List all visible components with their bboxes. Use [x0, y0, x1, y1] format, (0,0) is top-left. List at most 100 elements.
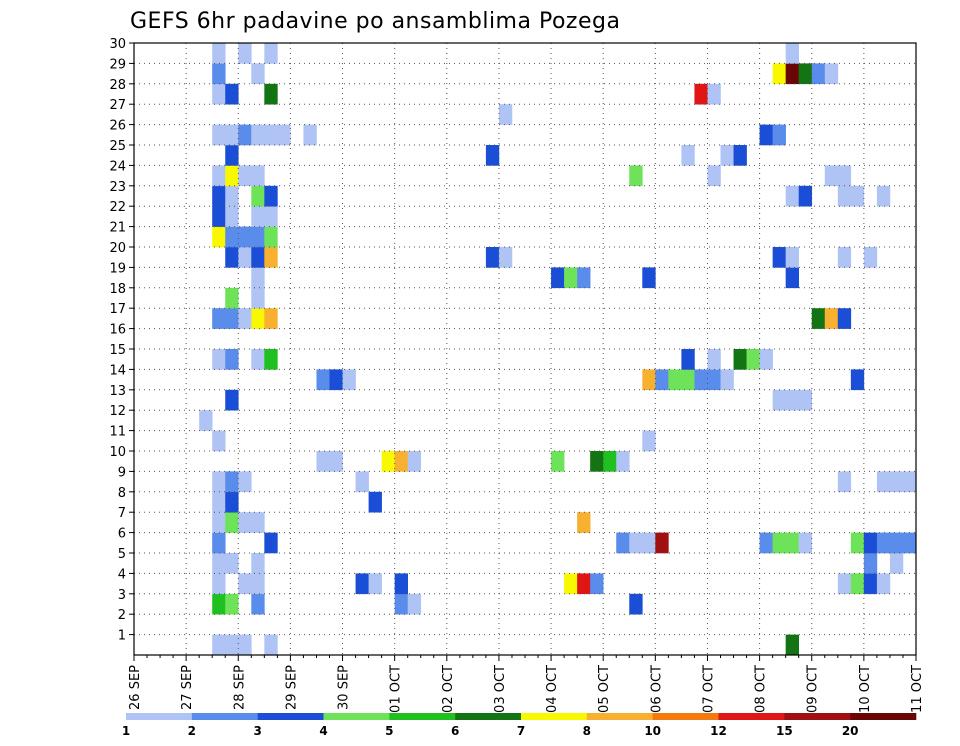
x-tick-label: 30 SEP: [337, 665, 352, 710]
heatmap-cell: [863, 573, 878, 595]
heatmap-cell: [577, 267, 591, 289]
y-tick-label: 15: [109, 343, 126, 358]
heatmap-cell: [850, 573, 865, 595]
heatmap-cell: [863, 247, 878, 268]
heatmap-cell: [225, 287, 239, 309]
heatmap-cell: [629, 593, 643, 615]
heatmap-cell: [707, 165, 721, 187]
heatmap-cell: [603, 451, 617, 472]
heatmap-cell: [225, 308, 239, 329]
heatmap-cell: [785, 43, 799, 64]
y-tick-label: 9: [118, 465, 126, 480]
heatmap-cell: [394, 451, 408, 472]
heatmap-cell: [733, 145, 747, 166]
heatmap-cell: [498, 104, 513, 125]
legend-label: 6: [451, 724, 459, 738]
heatmap-cell: [863, 553, 878, 574]
y-tick-label: 8: [118, 486, 126, 501]
x-tick-label: 04 OCT: [545, 665, 560, 713]
legend-label: 20: [842, 724, 859, 738]
legend-swatch: [389, 713, 456, 720]
heatmap-cell: [225, 83, 239, 105]
heatmap-cell: [876, 471, 891, 493]
y-tick-label: 10: [109, 445, 126, 460]
heatmap-cell: [212, 124, 226, 146]
heatmap-cell: [264, 226, 278, 248]
heatmap-cell: [850, 532, 865, 554]
heatmap-cell: [225, 349, 239, 370]
heatmap-cell: [850, 185, 865, 207]
y-tick-label: 14: [109, 363, 126, 378]
heatmap-cell: [212, 634, 226, 656]
heatmap-cell: [785, 267, 799, 289]
heatmap-cell: [251, 308, 265, 329]
heatmap-cell: [707, 369, 721, 391]
y-tick-label: 2: [118, 608, 126, 623]
heatmap-cell: [485, 247, 500, 268]
heatmap-cell: [225, 471, 239, 493]
heatmap-cell: [212, 83, 226, 105]
heatmap-cell: [590, 451, 604, 472]
heatmap-cell: [381, 451, 395, 472]
heatmap-cell: [212, 553, 226, 574]
heatmap-cell: [824, 308, 839, 329]
heatmap-cell: [238, 43, 252, 64]
legend-swatch: [850, 713, 917, 720]
x-tick-label: 09 OCT: [806, 665, 821, 713]
y-tick-label: 19: [109, 261, 126, 276]
heatmap-cell: [837, 247, 852, 268]
legend-label: 10: [644, 724, 661, 738]
x-tick-label: 03 OCT: [493, 665, 508, 713]
heatmap-cell: [212, 593, 226, 615]
heatmap-cell: [251, 247, 265, 268]
heatmap-cell: [238, 165, 252, 187]
heatmap-cell: [264, 634, 278, 656]
heatmap-cell: [368, 491, 382, 513]
heatmap-cell: [212, 430, 226, 452]
heatmap-cell: [485, 145, 500, 166]
heatmap-cell: [798, 532, 813, 554]
heatmap-cell: [238, 308, 252, 329]
heatmap-cell: [642, 532, 656, 554]
heatmap-cell: [316, 451, 330, 472]
heatmap-cell: [212, 185, 226, 207]
heatmap-cell: [316, 369, 330, 391]
x-tick-label: 08 OCT: [754, 665, 769, 713]
heatmap-cell: [720, 369, 734, 391]
heatmap-cell: [837, 165, 852, 187]
heatmap-cell: [902, 471, 917, 493]
heatmap-cell: [251, 573, 265, 595]
heatmap-cell: [251, 287, 265, 309]
heatmap-cell: [225, 512, 239, 533]
y-tick-label: 7: [118, 506, 126, 521]
legend-label: 5: [385, 724, 393, 738]
y-tick-label: 5: [118, 547, 126, 562]
x-tick-label: 29 SEP: [284, 665, 299, 710]
heatmap-cell: [629, 532, 643, 554]
heatmap-cell: [342, 369, 356, 391]
heatmap-cell: [498, 247, 513, 268]
heatmap-cell: [212, 471, 226, 493]
heatmap-cell: [225, 593, 239, 615]
heatmap-cell: [876, 573, 891, 595]
heatmap-cell: [212, 349, 226, 370]
heatmap-cell: [707, 83, 721, 105]
heatmap-cell: [785, 532, 799, 554]
heatmap-cell: [264, 43, 278, 64]
legend-label: 15: [776, 724, 793, 738]
heatmap-cell: [889, 553, 904, 574]
heatmap-cell: [863, 532, 878, 554]
heatmap-cell: [759, 124, 773, 146]
x-tick-label: 28 SEP: [232, 665, 247, 710]
heatmap-cell: [251, 593, 265, 615]
heatmap-cell: [655, 532, 669, 554]
y-tick-label: 28: [109, 78, 126, 93]
heatmap-cell: [264, 349, 278, 370]
heatmap-cell: [694, 369, 708, 391]
heatmap-cell: [785, 63, 799, 85]
heatmap-cell: [251, 165, 265, 187]
legend-swatch: [784, 713, 851, 720]
y-tick-label: 22: [109, 200, 126, 215]
